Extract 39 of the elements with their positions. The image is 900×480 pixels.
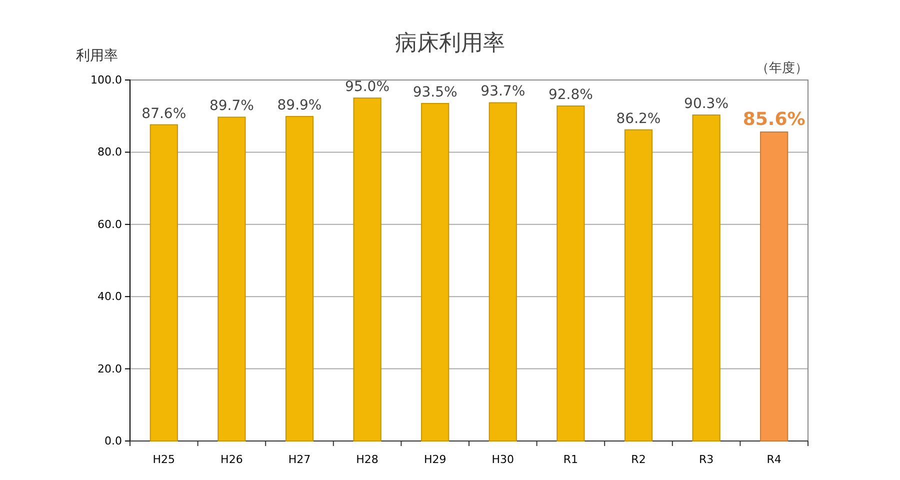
x-axis-title: （年度） <box>756 60 808 76</box>
bar <box>353 98 382 442</box>
bar <box>488 102 517 442</box>
y-tick-label: 0.0 <box>104 434 122 448</box>
bar <box>760 131 788 442</box>
data-label: 87.6% <box>142 106 186 122</box>
x-tick-label: H28 <box>356 452 378 466</box>
data-label: 95.0% <box>345 79 390 96</box>
data-label: 90.3% <box>684 96 729 112</box>
data-label: 93.7% <box>480 84 526 100</box>
bar <box>556 105 585 442</box>
data-label: 89.9% <box>277 97 322 114</box>
x-tick-label: R1 <box>563 452 578 466</box>
x-tick-label: R4 <box>766 452 782 466</box>
x-tick-label: H30 <box>492 452 514 466</box>
data-label: 92.8% <box>548 86 593 103</box>
x-tick-label: R2 <box>631 452 646 466</box>
bar <box>692 114 720 442</box>
data-label: 85.6% <box>742 108 806 130</box>
data-label: 86.2% <box>616 110 661 127</box>
y-tick-label: 20.0 <box>98 362 122 376</box>
x-tick-label: H29 <box>424 452 446 466</box>
bar <box>150 124 178 442</box>
chart-title: 病床利用率 <box>395 31 505 56</box>
x-tick-label: H26 <box>220 452 243 466</box>
y-axis-title: 利用率 <box>76 48 118 64</box>
bar <box>285 116 314 442</box>
data-label: 93.5% <box>412 84 458 100</box>
y-tick-label: 60.0 <box>98 218 122 231</box>
y-tick-label: 100.0 <box>90 74 122 87</box>
x-tick-label: H27 <box>288 452 311 466</box>
x-tick-label: H25 <box>152 452 176 466</box>
bar <box>218 116 246 442</box>
bar <box>624 129 653 442</box>
data-label: 89.7% <box>209 98 254 114</box>
bar <box>421 102 450 442</box>
x-tick-label: R3 <box>698 452 714 466</box>
y-tick-label: 80.0 <box>98 146 122 159</box>
y-tick-label: 40.0 <box>98 290 122 304</box>
